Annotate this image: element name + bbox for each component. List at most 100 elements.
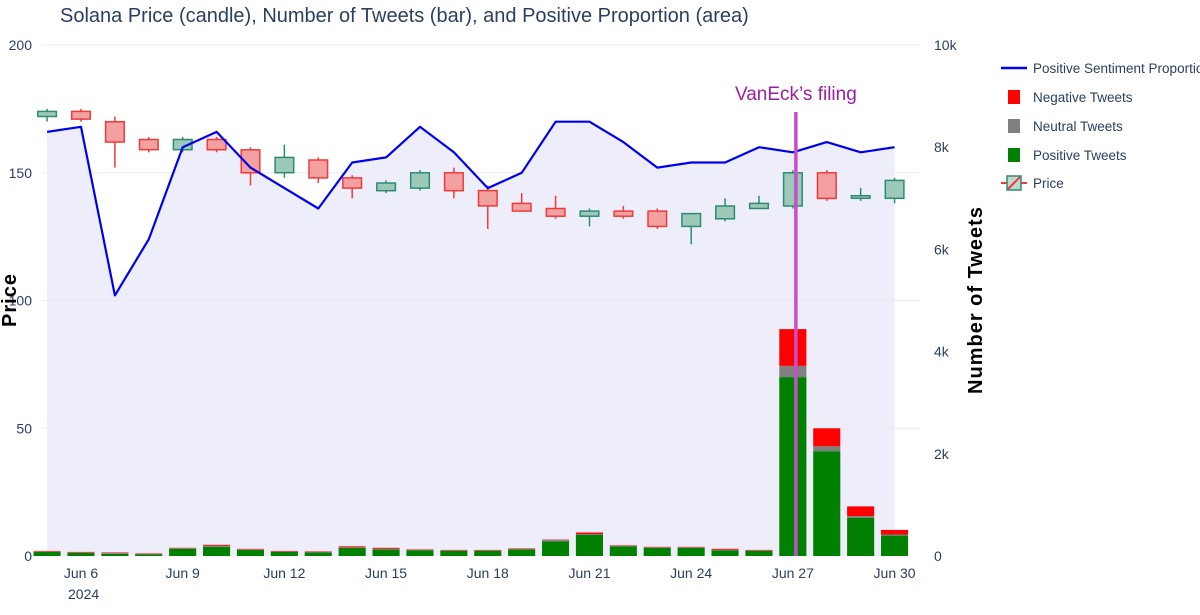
bar-negative-jun-6 bbox=[67, 551, 95, 553]
axes-layer: 0 50 100 150 200 0 2k 4k 6k 8k 10k Jun 6 Jun 9 Jun 12… bbox=[9, 37, 958, 581]
x-tick-label-7: Jun 27 bbox=[772, 565, 814, 581]
bar-negative-jun-13 bbox=[304, 551, 332, 552]
candle-body-jun-16 bbox=[409, 172, 431, 189]
candle-jun-6 bbox=[70, 108, 92, 122]
price-candles-layer bbox=[37, 108, 905, 245]
bar-neutral-jun-12 bbox=[270, 551, 298, 552]
x-tick-label-2: Jun 12 bbox=[263, 565, 305, 581]
bar-positive-jun-14 bbox=[338, 547, 366, 556]
y2-axis-title: Number of Tweets bbox=[965, 206, 987, 394]
bar-negative-jun-18 bbox=[474, 549, 502, 551]
candle-body-jun-10 bbox=[206, 138, 227, 151]
bar-positive-jun-24 bbox=[677, 547, 705, 556]
bar-negative-jun-9 bbox=[169, 547, 197, 549]
sentiment-line bbox=[46, 120, 895, 297]
candle-body-jun-26 bbox=[748, 202, 770, 210]
bar-negative-jun-20 bbox=[542, 539, 570, 541]
y2-tick-label-3: 6k bbox=[934, 241, 950, 257]
bar-positive-jun-20 bbox=[542, 541, 570, 556]
bar-neutral-jun-6 bbox=[67, 552, 95, 553]
y-tick-label-150: 150 bbox=[9, 165, 33, 181]
bar-positive-jun-23 bbox=[643, 547, 671, 556]
bar-neutral-jun-27 bbox=[779, 365, 807, 378]
bar-positive-jun-17 bbox=[440, 550, 468, 556]
bar-neutral-jun-25 bbox=[711, 549, 739, 551]
bar-positive-jun-15 bbox=[372, 549, 400, 556]
x-year-label: 2024 bbox=[68, 586, 99, 602]
legend-label-negative[interactable]: Negative Tweets bbox=[1033, 90, 1133, 105]
legend-swatch-neutral bbox=[1008, 119, 1020, 133]
candle-jun-7 bbox=[104, 116, 125, 168]
bar-neutral-jun-18 bbox=[474, 550, 502, 551]
y-tick-label-0: 0 bbox=[24, 548, 32, 564]
bar-neutral-jun-8 bbox=[135, 554, 163, 555]
sentiment-area-layer bbox=[47, 121, 895, 556]
bar-negative-jun-7 bbox=[101, 552, 129, 553]
annotation-layer: VanEck’s filing bbox=[735, 84, 857, 556]
legend-label-price[interactable]: Price bbox=[1033, 176, 1064, 191]
bar-negative-jun-23 bbox=[643, 546, 671, 548]
bar-positive-jun-21 bbox=[575, 535, 603, 556]
candle-jun-24 bbox=[681, 212, 702, 245]
candle-jun-12 bbox=[274, 144, 295, 178]
bar-neutral-jun-21 bbox=[575, 534, 603, 535]
y-axis-title: Price bbox=[0, 273, 21, 327]
y2-tick-label-5: 10k bbox=[934, 37, 958, 53]
bar-neutral-jun-24 bbox=[677, 547, 705, 548]
bar-neutral-jun-7 bbox=[101, 552, 129, 554]
bar-negative-jun-12 bbox=[270, 550, 298, 552]
bar-negative-jun-22 bbox=[609, 545, 637, 546]
bar-positive-jun-19 bbox=[508, 549, 536, 556]
bar-positive-jun-12 bbox=[270, 551, 298, 556]
legend-label-positive[interactable]: Positive Tweets bbox=[1033, 148, 1127, 163]
bar-neutral-jun-14 bbox=[338, 547, 366, 548]
candle-jun-8 bbox=[138, 136, 159, 153]
legend-label-neutral[interactable]: Neutral Tweets bbox=[1033, 119, 1123, 134]
bar-neutral-jun-10 bbox=[203, 545, 231, 547]
legend-swatch-positive bbox=[1008, 148, 1020, 162]
bar-negative-jun-17 bbox=[440, 549, 468, 551]
bar-negative-jun-28 bbox=[813, 428, 841, 447]
bar-neutral-jun-29 bbox=[847, 516, 875, 518]
candle-jun-16 bbox=[409, 170, 431, 191]
bar-negative-jun-15 bbox=[372, 547, 400, 549]
bar-neutral-jun-30 bbox=[881, 534, 909, 536]
candle-jun-10 bbox=[206, 136, 227, 153]
candle-jun-19 bbox=[511, 193, 532, 212]
candle-jun-26 bbox=[748, 195, 770, 210]
candle-jun-29 bbox=[850, 188, 871, 201]
bar-negative-jun-24 bbox=[677, 546, 705, 548]
vaneck-filing-label: VanEck’s filing bbox=[735, 84, 857, 105]
x-tick-label-1: Jun 9 bbox=[166, 565, 200, 581]
bar-neutral-jun-13 bbox=[304, 551, 332, 553]
candle-body-jun-17 bbox=[443, 172, 464, 192]
bar-neutral-jun-23 bbox=[643, 547, 671, 548]
x-tick-label-5: Jun 21 bbox=[568, 565, 610, 581]
legend-label-sentiment[interactable]: Positive Sentiment Proportion bbox=[1033, 61, 1200, 76]
candle-jun-30 bbox=[884, 177, 905, 204]
bar-positive-jun-27 bbox=[779, 377, 807, 556]
y-tick-label-200: 200 bbox=[9, 37, 33, 53]
bar-positive-jun-7 bbox=[101, 554, 129, 556]
bar-positive-jun-26 bbox=[745, 550, 773, 556]
sentiment-area bbox=[47, 121, 895, 556]
bar-positive-jun-8 bbox=[135, 554, 163, 556]
bar-neutral-jun-5 bbox=[33, 551, 61, 552]
bar-negative-jun-14 bbox=[338, 546, 366, 548]
bar-neutral-jun-15 bbox=[372, 548, 400, 550]
bar-positive-jun-25 bbox=[711, 550, 739, 556]
y2-tick-label-4: 8k bbox=[934, 139, 950, 155]
y2-tick-label-2: 4k bbox=[934, 344, 950, 360]
candle-jun-14 bbox=[342, 175, 363, 199]
candle-jun-15 bbox=[376, 180, 397, 194]
x-tick-label-3: Jun 15 bbox=[365, 565, 407, 581]
candle-body-jun-20 bbox=[545, 207, 566, 217]
bar-neutral-jun-22 bbox=[609, 545, 637, 547]
x-tick-label-6: Jun 24 bbox=[670, 565, 712, 581]
candle-body-jun-27 bbox=[782, 172, 803, 207]
bar-negative-jun-10 bbox=[203, 544, 231, 546]
legend[interactable]: Positive Sentiment Proportion Negative T… bbox=[1001, 61, 1200, 191]
candle-body-jun-28 bbox=[816, 172, 837, 200]
bar-positive-jun-10 bbox=[203, 546, 231, 556]
candle-jun-20 bbox=[545, 195, 566, 219]
